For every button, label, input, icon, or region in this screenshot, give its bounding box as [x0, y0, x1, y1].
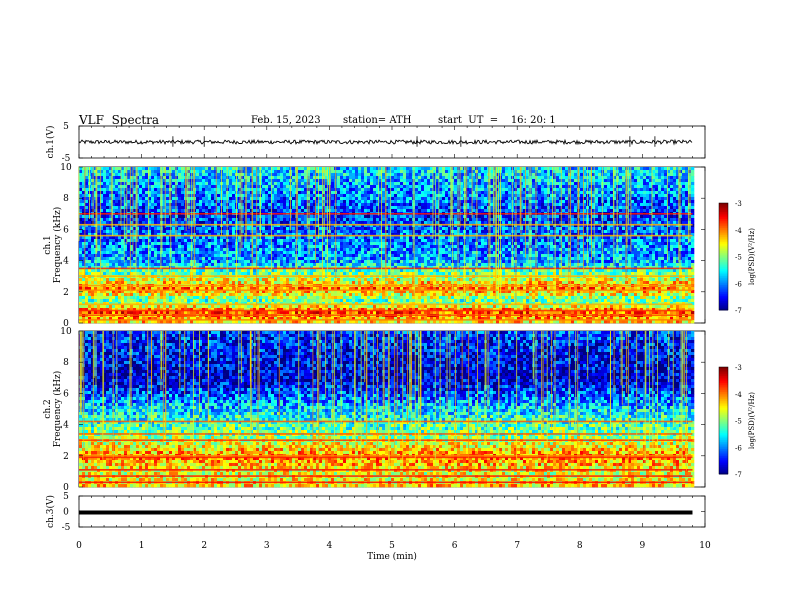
ch1-spectrogram-colorbar-tick: -3 [735, 200, 742, 208]
x-tick-label: 5 [389, 541, 395, 551]
ch2-spectrogram-band [79, 439, 693, 441]
ch2-spectrogram-colorbar-tick: -7 [735, 471, 742, 479]
station-label: station= ATH [343, 115, 411, 126]
ch2-spectrogram-band [79, 455, 693, 457]
ch2-spectrogram-colorbar-tick: -6 [735, 444, 742, 452]
ch1-spectrogram-ytick-label: 4 [63, 257, 69, 267]
x-axis-label: Time (min) [367, 551, 417, 562]
ch1-ytick-label: 5 [63, 122, 69, 132]
date-label: Feb. 15, 2023 [251, 115, 321, 126]
ch3-ytick-label: 0 [63, 508, 69, 518]
ch1-spectrogram-colorbar-tick: -7 [735, 307, 742, 315]
ch1-spectrogram-colorbar-label: log(PSD)(V²/Hz) [748, 228, 756, 285]
ch1-axis-label: ch.1(V) [45, 126, 56, 159]
ch2-spectrogram-colorbar-tick: -5 [735, 418, 742, 426]
ch1-spectrogram-band [79, 309, 693, 312]
ch2-spectrogram-band [79, 475, 693, 477]
ch2-spectrogram-band [79, 456, 693, 459]
ch1-spectrogram-colorbar-tick: -4 [735, 227, 742, 235]
ch2-spectrogram-colorbar-tick: -3 [735, 364, 742, 372]
ch1-spectrogram-band [79, 303, 693, 306]
x-tick-label: 7 [514, 541, 520, 551]
ch2-spectrogram-ytick-label: 8 [63, 358, 69, 368]
ch2-spectrogram-colorbar-tick: -4 [735, 391, 742, 399]
ch2-spectrogram-cells [79, 331, 695, 488]
start-time-label: start UT = 16: 20: 1 [438, 115, 556, 126]
ch1-waveform-line [78, 138, 693, 146]
ch2-spectrogram-colorbar-label: log(PSD)(V²/Hz) [748, 392, 756, 449]
ch2-spectrogram-colorbar [718, 366, 729, 475]
x-tick-label: 4 [327, 541, 333, 551]
x-tick-label: 6 [452, 541, 458, 551]
ch1-spectrogram-band [79, 314, 693, 316]
ch1-spectrogram-colorbar-tick: -5 [735, 254, 742, 262]
ch1-spectrogram-colorbar-tick: -6 [735, 280, 742, 288]
ch1-spectrogram-ytick-label: 6 [63, 225, 69, 235]
x-tick-label: 0 [76, 541, 82, 551]
ch1-spectrogram-band [79, 319, 693, 321]
ch2-spectrogram-ytick-label: 0 [63, 483, 69, 493]
ch3-panel-ticks [78, 496, 706, 527]
ch3-ytick-label: -5 [62, 523, 71, 533]
x-tick-label: 1 [139, 541, 145, 551]
ch2-spectrogram-axis-label: ch.2 Frequency (kHz) [43, 371, 63, 448]
ch1-ytick-label: -5 [62, 154, 71, 164]
ch1-panel-ticks [78, 126, 706, 158]
ch2-spectrogram-band [79, 481, 693, 484]
ch2-spectrogram-ytick-label: 10 [60, 327, 72, 337]
x-tick-label: 10 [699, 541, 711, 551]
x-tick-label: 3 [264, 541, 270, 551]
x-tick-label: 2 [201, 541, 207, 551]
ch2-spectrogram-ytick-label: 2 [63, 452, 69, 462]
ch2-spectrogram-band [79, 433, 693, 435]
x-tick-label: 8 [577, 541, 583, 551]
svg-text:ch.1(V): ch.1(V) [45, 126, 56, 159]
plot-title: VLF Spectra [79, 113, 159, 127]
ch2-spectrogram-ytick-label: 4 [63, 421, 69, 431]
x-tick-label: 9 [640, 541, 646, 551]
ch2-spectrogram-band [79, 420, 693, 423]
ch1-spectrogram-ytick-label: 2 [63, 288, 69, 298]
ch3-ytick-label: 5 [63, 492, 69, 502]
ch1-spectrogram-colorbar [718, 202, 729, 311]
ch1-spectrogram-ytick-label: 0 [63, 319, 69, 329]
ch1-spectrogram-axis-label: ch.1 Frequency (kHz) [43, 207, 63, 284]
ch1-spectrogram-ytick-label: 8 [63, 194, 69, 204]
ch2-spectrogram-ytick-label: 6 [63, 389, 69, 399]
ch2-spectrogram-band [79, 469, 693, 471]
ch1-spectrogram-ytick-label: 10 [60, 163, 72, 173]
ch3-axis-label: ch.3(V) [45, 495, 56, 528]
